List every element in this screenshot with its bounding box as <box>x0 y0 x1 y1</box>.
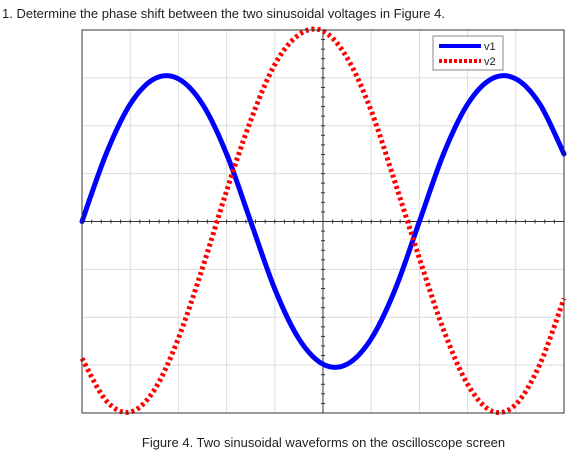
plot-frame <box>81 29 565 414</box>
question-text: 1. Determine the phase shift between the… <box>2 6 445 21</box>
series-line-v2 <box>79 26 567 416</box>
legend-box <box>432 35 504 71</box>
series-group <box>79 26 567 416</box>
legend-label-v1: v1 <box>484 41 496 53</box>
series-line-v1 <box>79 73 567 370</box>
legend-label-v2: v2 <box>484 56 496 68</box>
center-axes <box>82 30 564 413</box>
figure-caption: Figure 4. Two sinusoidal waveforms on th… <box>141 435 506 450</box>
